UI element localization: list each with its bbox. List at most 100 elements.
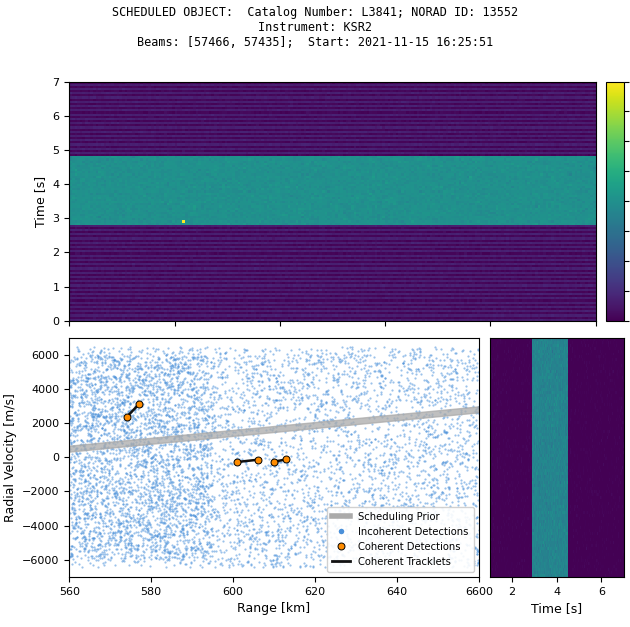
Point	[98, 558, 108, 568]
Point	[387, 531, 397, 541]
Point	[392, 534, 402, 544]
Point	[91, 386, 101, 396]
Point	[411, 551, 421, 561]
Point	[200, 487, 210, 497]
Point	[130, 406, 140, 416]
Point	[198, 545, 209, 556]
Point	[126, 530, 136, 540]
Point	[130, 502, 140, 512]
Point	[354, 378, 364, 388]
Point	[318, 424, 328, 434]
Point	[196, 404, 206, 414]
Point	[180, 510, 190, 520]
Point	[206, 431, 216, 441]
Point	[373, 546, 383, 556]
Point	[225, 514, 235, 524]
Point	[239, 478, 249, 488]
Point	[375, 382, 386, 392]
Point	[125, 439, 135, 449]
Point	[118, 487, 129, 497]
Point	[412, 408, 422, 418]
Point	[280, 494, 290, 504]
Point	[159, 542, 169, 552]
Point	[457, 358, 467, 368]
Point	[197, 404, 207, 414]
Point	[401, 544, 411, 554]
Point	[261, 517, 272, 527]
Point	[224, 515, 234, 525]
Point	[91, 555, 101, 565]
Point	[74, 470, 84, 480]
Point	[339, 369, 349, 379]
Point	[65, 381, 75, 391]
Point	[419, 375, 429, 385]
Point	[219, 547, 229, 557]
Point	[299, 532, 309, 542]
Point	[145, 492, 155, 502]
Point	[155, 535, 165, 545]
Point	[282, 549, 292, 559]
Point	[425, 429, 435, 440]
Point	[169, 369, 179, 379]
Point	[184, 431, 194, 441]
Point	[189, 428, 199, 438]
Point	[152, 354, 163, 364]
Point	[372, 532, 382, 542]
Point	[100, 357, 110, 367]
Point	[77, 492, 88, 502]
Point	[95, 352, 105, 362]
Point	[115, 519, 125, 529]
Point	[471, 408, 481, 418]
Point	[427, 474, 437, 484]
Point	[68, 390, 78, 400]
Point	[195, 439, 205, 449]
Point	[71, 544, 81, 554]
Point	[217, 552, 227, 562]
Point	[461, 448, 471, 458]
Point	[179, 410, 189, 420]
Point	[74, 512, 84, 522]
Point	[147, 507, 158, 517]
Point	[241, 365, 251, 375]
Point	[263, 356, 273, 366]
Point	[181, 419, 191, 429]
Point	[217, 372, 227, 382]
Point	[353, 357, 363, 367]
Point	[187, 484, 197, 494]
Point	[106, 409, 117, 419]
Point	[158, 416, 168, 426]
Point	[121, 511, 131, 521]
Point	[307, 515, 318, 525]
Point	[204, 429, 214, 440]
Point	[389, 473, 399, 483]
Point	[180, 359, 190, 369]
Point	[101, 549, 112, 559]
Point	[283, 376, 293, 386]
Point	[372, 512, 382, 522]
Point	[159, 418, 169, 428]
Point	[457, 441, 467, 451]
Point	[323, 538, 333, 548]
Point	[386, 407, 396, 417]
Point	[152, 465, 162, 475]
Point	[168, 483, 178, 493]
Point	[263, 442, 273, 452]
Point	[245, 351, 255, 361]
Point	[236, 437, 246, 447]
Point	[162, 498, 172, 508]
Point	[471, 421, 481, 431]
Point	[258, 463, 268, 473]
Point	[80, 543, 90, 553]
Point	[169, 490, 179, 500]
Point	[121, 416, 131, 426]
Point	[306, 344, 316, 354]
Point	[304, 391, 314, 401]
Point	[149, 424, 159, 435]
Point	[217, 472, 227, 482]
Point	[132, 544, 142, 554]
Point	[263, 381, 273, 391]
Point	[355, 357, 365, 367]
Point	[158, 443, 168, 453]
Point	[154, 363, 164, 373]
Point	[396, 542, 406, 552]
